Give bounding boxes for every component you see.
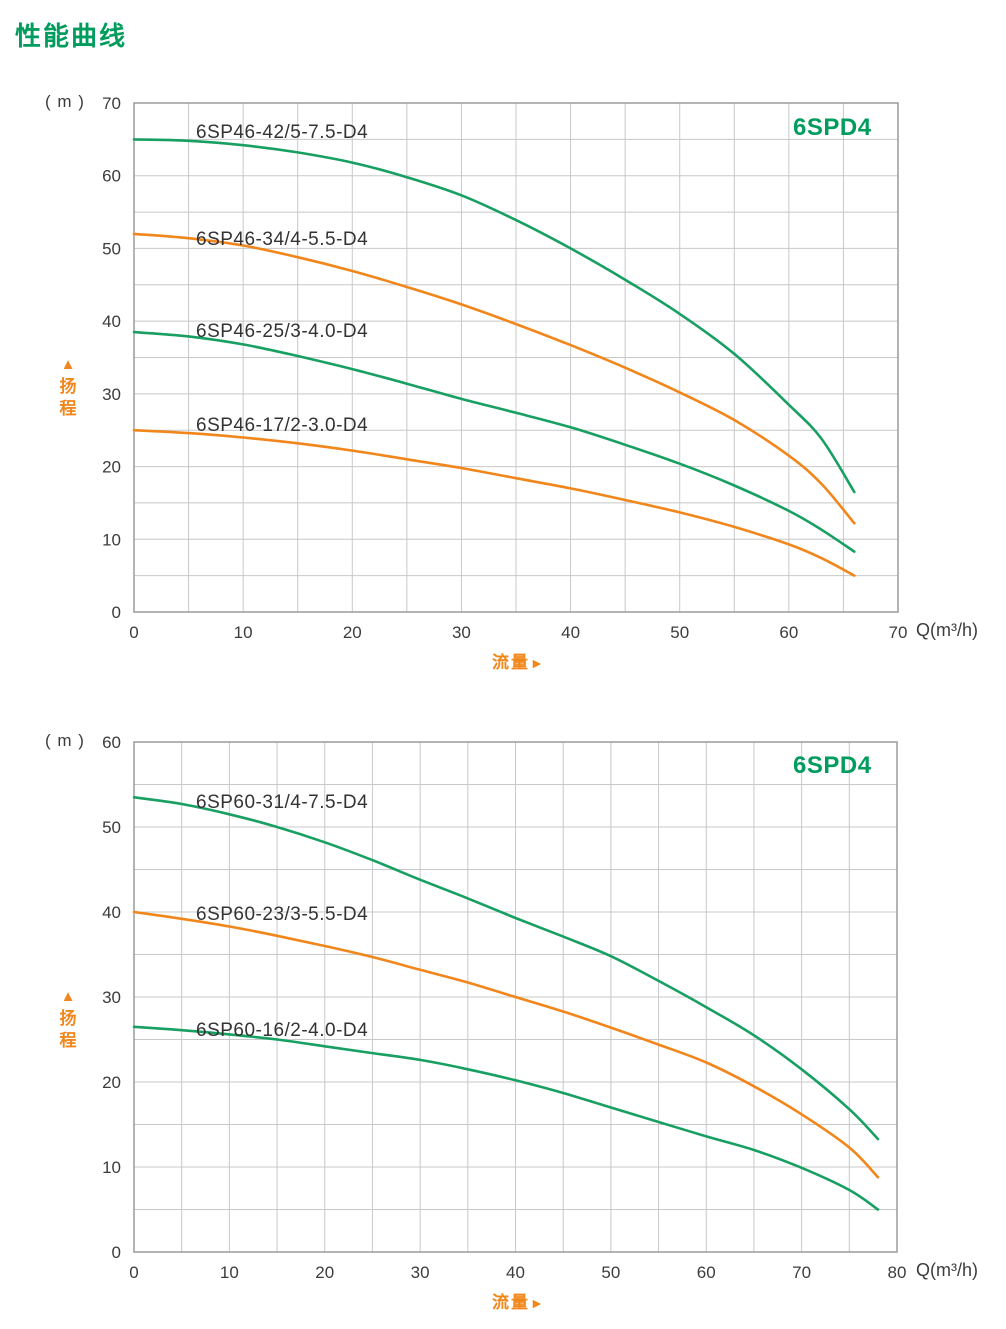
y-tick-label: 70	[102, 94, 121, 113]
x-tick-label: 20	[343, 623, 362, 642]
x-tick-label: 0	[129, 623, 138, 642]
curve-label-6SP46-42/5-7.5-D4: 6SP46-42/5-7.5-D4	[196, 122, 368, 143]
curve-label-6SP60-31/4-7.5-D4: 6SP60-31/4-7.5-D4	[196, 792, 368, 813]
y-tick-label: 0	[112, 1243, 121, 1262]
head-axis-text: 扬程	[59, 377, 77, 418]
y-axis-unit-bottom-chart: ( m )	[45, 731, 85, 750]
x-tick-label: 50	[670, 623, 689, 642]
flow-axis-text: 流量	[492, 1293, 530, 1312]
y-tick-label: 60	[102, 733, 121, 752]
curve-6SP60-31/4-7.5-D4	[132, 796, 880, 1141]
right-arrow-icon: ►	[530, 1295, 544, 1311]
y-tick-label: 40	[102, 903, 121, 922]
x-axis-title-top-chart: 流量►	[492, 648, 544, 673]
y-tick-label: 10	[102, 530, 121, 549]
y-tick-label: 0	[112, 603, 121, 622]
x-tick-label: 10	[234, 623, 253, 642]
page-title: 性能曲线	[15, 21, 128, 51]
x-tick-label: 70	[889, 623, 908, 642]
y-tick-label: 30	[102, 385, 121, 404]
x-tick-label: 70	[792, 1263, 811, 1282]
curve-label-6SP46-34/4-5.5-D4: 6SP46-34/4-5.5-D4	[196, 229, 368, 250]
y-tick-label: 20	[102, 458, 121, 477]
y-tick-label: 60	[102, 167, 121, 186]
x-tick-label: 10	[220, 1263, 239, 1282]
x-axis-title-bottom-chart: 流量►	[492, 1288, 544, 1313]
y-tick-label: 10	[102, 1158, 121, 1177]
plot-border	[133, 102, 899, 613]
up-arrow-icon: ▲	[60, 356, 76, 373]
model-code-bottom-chart: 6SPD4	[793, 752, 872, 779]
curve-label-6SP46-25/3-4.0-D4: 6SP46-25/3-4.0-D4	[196, 321, 368, 342]
x-axis-unit-top-chart: Q(m³/h)	[916, 620, 978, 640]
model-code-top-chart: 6SPD4	[793, 114, 872, 141]
y-tick-label: 30	[102, 988, 121, 1007]
y-tick-label: 40	[102, 312, 121, 331]
up-arrow-icon: ▲	[60, 988, 76, 1005]
curve-label-6SP46-17/2-3.0-D4: 6SP46-17/2-3.0-D4	[196, 415, 368, 436]
curve-6SP46-34/4-5.5-D4	[132, 232, 856, 525]
curve-6SP60-16/2-4.0-D4	[132, 1025, 880, 1211]
right-arrow-icon: ►	[530, 655, 544, 671]
x-tick-label: 20	[315, 1263, 334, 1282]
x-tick-label: 30	[411, 1263, 430, 1282]
curve-label-6SP60-23/3-5.5-D4: 6SP60-23/3-5.5-D4	[196, 904, 368, 925]
x-tick-label: 30	[452, 623, 471, 642]
y-tick-label: 50	[102, 818, 121, 837]
x-tick-label: 80	[888, 1263, 907, 1282]
flow-axis-text: 流量	[492, 653, 530, 672]
y-axis-title-top-chart: ▲ 扬程	[53, 356, 83, 420]
curve-6SP46-25/3-4.0-D4	[132, 330, 856, 553]
plot-border	[133, 741, 898, 1253]
curve-6SP60-23/3-5.5-D4	[132, 910, 880, 1179]
x-tick-label: 60	[779, 623, 798, 642]
curve-6SP46-42/5-7.5-D4	[132, 138, 856, 494]
x-tick-label: 40	[561, 623, 580, 642]
x-tick-label: 60	[697, 1263, 716, 1282]
curve-label-6SP60-16/2-4.0-D4: 6SP60-16/2-4.0-D4	[196, 1020, 368, 1041]
x-axis-unit-bottom-chart: Q(m³/h)	[916, 1260, 978, 1280]
head-axis-text: 扬程	[59, 1009, 77, 1050]
y-axis-unit-top-chart: ( m )	[45, 92, 85, 111]
curve-6SP46-17/2-3.0-D4	[132, 428, 856, 577]
y-tick-label: 20	[102, 1073, 121, 1092]
x-tick-label: 0	[129, 1263, 138, 1282]
y-axis-title-bottom-chart: ▲ 扬程	[53, 988, 83, 1052]
x-tick-label: 40	[506, 1263, 525, 1282]
y-tick-label: 50	[102, 239, 121, 258]
x-tick-label: 50	[601, 1263, 620, 1282]
